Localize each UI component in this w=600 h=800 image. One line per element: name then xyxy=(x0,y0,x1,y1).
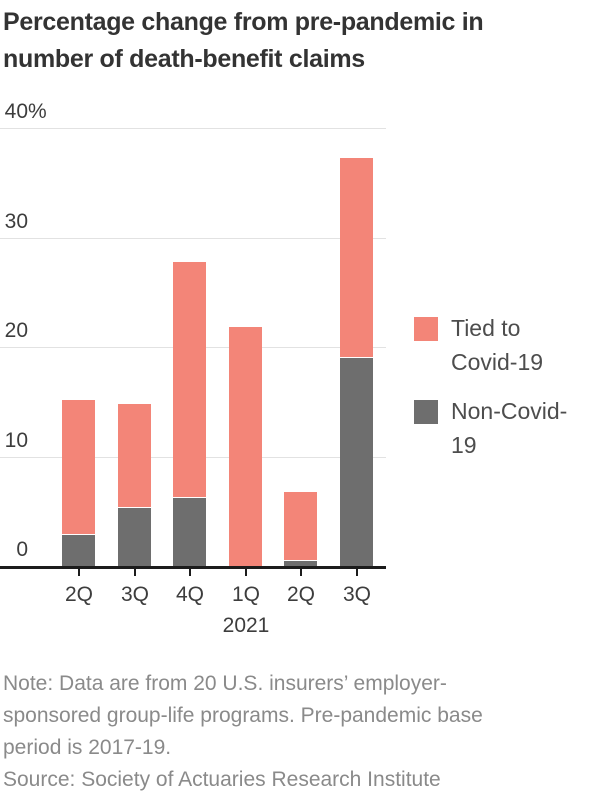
x-axis-label-2q-4: 2Q xyxy=(286,583,315,606)
bar-segment-covid xyxy=(284,492,317,560)
x-axis-label-1q-3: 1Q xyxy=(231,583,260,606)
y-axis-label-10: 10 xyxy=(0,429,28,453)
legend-label-covid: Tied to Covid-19 xyxy=(451,315,544,375)
bar-2q-4 xyxy=(284,492,317,566)
bar-segment-covid xyxy=(229,327,262,566)
y-axis-label-0: 0 xyxy=(0,538,28,562)
bar-segment-separator xyxy=(284,560,317,561)
chart-note-line-3: period is 2017-19. xyxy=(3,736,172,759)
chart-note-line-2: sponsored group-life programs. Pre-pande… xyxy=(3,704,483,727)
bar-segment-noncovid xyxy=(284,561,317,566)
bar-segment-noncovid xyxy=(340,358,373,566)
chart-footnotes: Note: Data are from 20 U.S. insurers’ em… xyxy=(3,668,563,796)
gridline-30 xyxy=(0,237,386,239)
bar-segment-separator xyxy=(62,534,95,535)
y-axis-label-value: 10 xyxy=(4,428,28,452)
chart-title-line-1: Percentage change from pre-pandemic in xyxy=(3,8,484,36)
chart-title-line-2: number of death-benefit claims xyxy=(3,45,365,73)
legend-item-noncovid: Non-Covid-19 xyxy=(414,394,573,462)
bar-segment-separator xyxy=(173,497,206,498)
bar-segment-covid xyxy=(118,404,151,507)
x-axis-label-2q-0: 2Q xyxy=(64,583,93,606)
y-axis-label-value: 40 xyxy=(4,100,28,123)
legend-swatch-covid-icon xyxy=(414,317,438,341)
x-axis-label-3q-1: 3Q xyxy=(120,583,149,606)
x-axis-tick xyxy=(300,569,302,576)
y-axis-label-value: 20 xyxy=(4,319,28,342)
bar-segment-noncovid xyxy=(62,535,95,566)
bar-1q-3 xyxy=(229,327,262,566)
bar-2q-0 xyxy=(62,400,95,566)
y-axis-label-value: 0 xyxy=(16,538,28,561)
x-axis-label-3q-5: 3Q xyxy=(342,583,371,606)
gridline-40 xyxy=(0,128,386,129)
plot-area: 0 10 20 30 40% 2Q 3Q 4Q 1Q 2021 2Q 3Q xyxy=(0,100,386,637)
bar-segment-noncovid xyxy=(173,498,206,566)
y-axis-label-20: 20 xyxy=(0,319,28,343)
x-axis-year-label: 2021 xyxy=(222,614,270,637)
y-axis-unit-suffix: % xyxy=(28,100,47,123)
chart-source: Source: Society of Actuaries Research In… xyxy=(3,768,441,791)
bar-segment-separator xyxy=(118,507,151,508)
chart-title: Percentage change from pre-pandemic in n… xyxy=(3,4,484,78)
bar-segment-covid xyxy=(340,158,373,357)
bar-segment-covid xyxy=(62,400,95,534)
x-axis-tick xyxy=(245,569,247,576)
legend-label-noncovid: Non-Covid-19 xyxy=(451,398,568,458)
chart-note-line-1: Note: Data are from 20 U.S. insurers’ em… xyxy=(3,672,447,695)
bar-3q-5 xyxy=(340,158,373,566)
legend: Tied to Covid-19 Non-Covid-19 xyxy=(414,311,573,477)
legend-swatch-noncovid-icon xyxy=(414,400,438,424)
bar-segment-separator xyxy=(340,357,373,358)
x-axis-tick xyxy=(134,569,136,576)
y-axis-label-40: 40% xyxy=(0,100,47,124)
x-axis-tick xyxy=(189,569,191,576)
bar-segment-covid xyxy=(173,262,206,497)
bar-4q-2 xyxy=(173,262,206,566)
y-axis-label-value: 30 xyxy=(4,209,28,233)
x-axis-tick xyxy=(78,569,80,576)
bar-3q-1 xyxy=(118,404,151,566)
bar-segment-noncovid xyxy=(118,508,151,566)
y-axis-label-30: 30 xyxy=(0,210,28,234)
legend-item-covid: Tied to Covid-19 xyxy=(414,311,573,379)
x-axis-label-4q-2: 4Q xyxy=(175,583,204,606)
x-axis-tick xyxy=(356,569,358,576)
x-axis-line xyxy=(0,566,386,569)
